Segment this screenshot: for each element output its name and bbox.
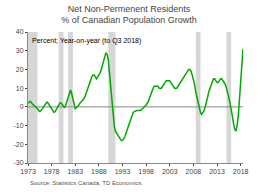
svg-text:1998: 1998 bbox=[138, 168, 154, 175]
svg-text:Percent; Year-on-year (to Q3 2: Percent; Year-on-year (to Q3 2018) bbox=[32, 37, 141, 45]
svg-text:0: 0 bbox=[20, 103, 24, 110]
svg-text:1983: 1983 bbox=[67, 168, 83, 175]
svg-text:2003: 2003 bbox=[162, 168, 178, 175]
svg-text:-20: -20 bbox=[13, 141, 23, 148]
svg-text:2008: 2008 bbox=[186, 168, 202, 175]
svg-text:40: 40 bbox=[16, 28, 24, 35]
svg-text:-10: -10 bbox=[13, 122, 23, 129]
svg-text:Net Non-Permenent Residents% o: Net Non-Permenent Residents% of Canadian… bbox=[61, 4, 197, 26]
svg-text:10: 10 bbox=[16, 85, 24, 92]
svg-text:-30: -30 bbox=[13, 159, 23, 166]
svg-text:2018: 2018 bbox=[233, 168, 249, 175]
svg-text:Source: Statistics Canada, TD: Source: Statistics Canada, TD Economics. bbox=[30, 180, 143, 186]
svg-text:1978: 1978 bbox=[44, 168, 60, 175]
svg-text:20: 20 bbox=[16, 66, 24, 73]
svg-text:1993: 1993 bbox=[115, 168, 131, 175]
svg-text:2013: 2013 bbox=[209, 168, 225, 175]
svg-text:1988: 1988 bbox=[91, 168, 107, 175]
svg-text:1973: 1973 bbox=[20, 168, 36, 175]
svg-text:30: 30 bbox=[16, 47, 24, 54]
